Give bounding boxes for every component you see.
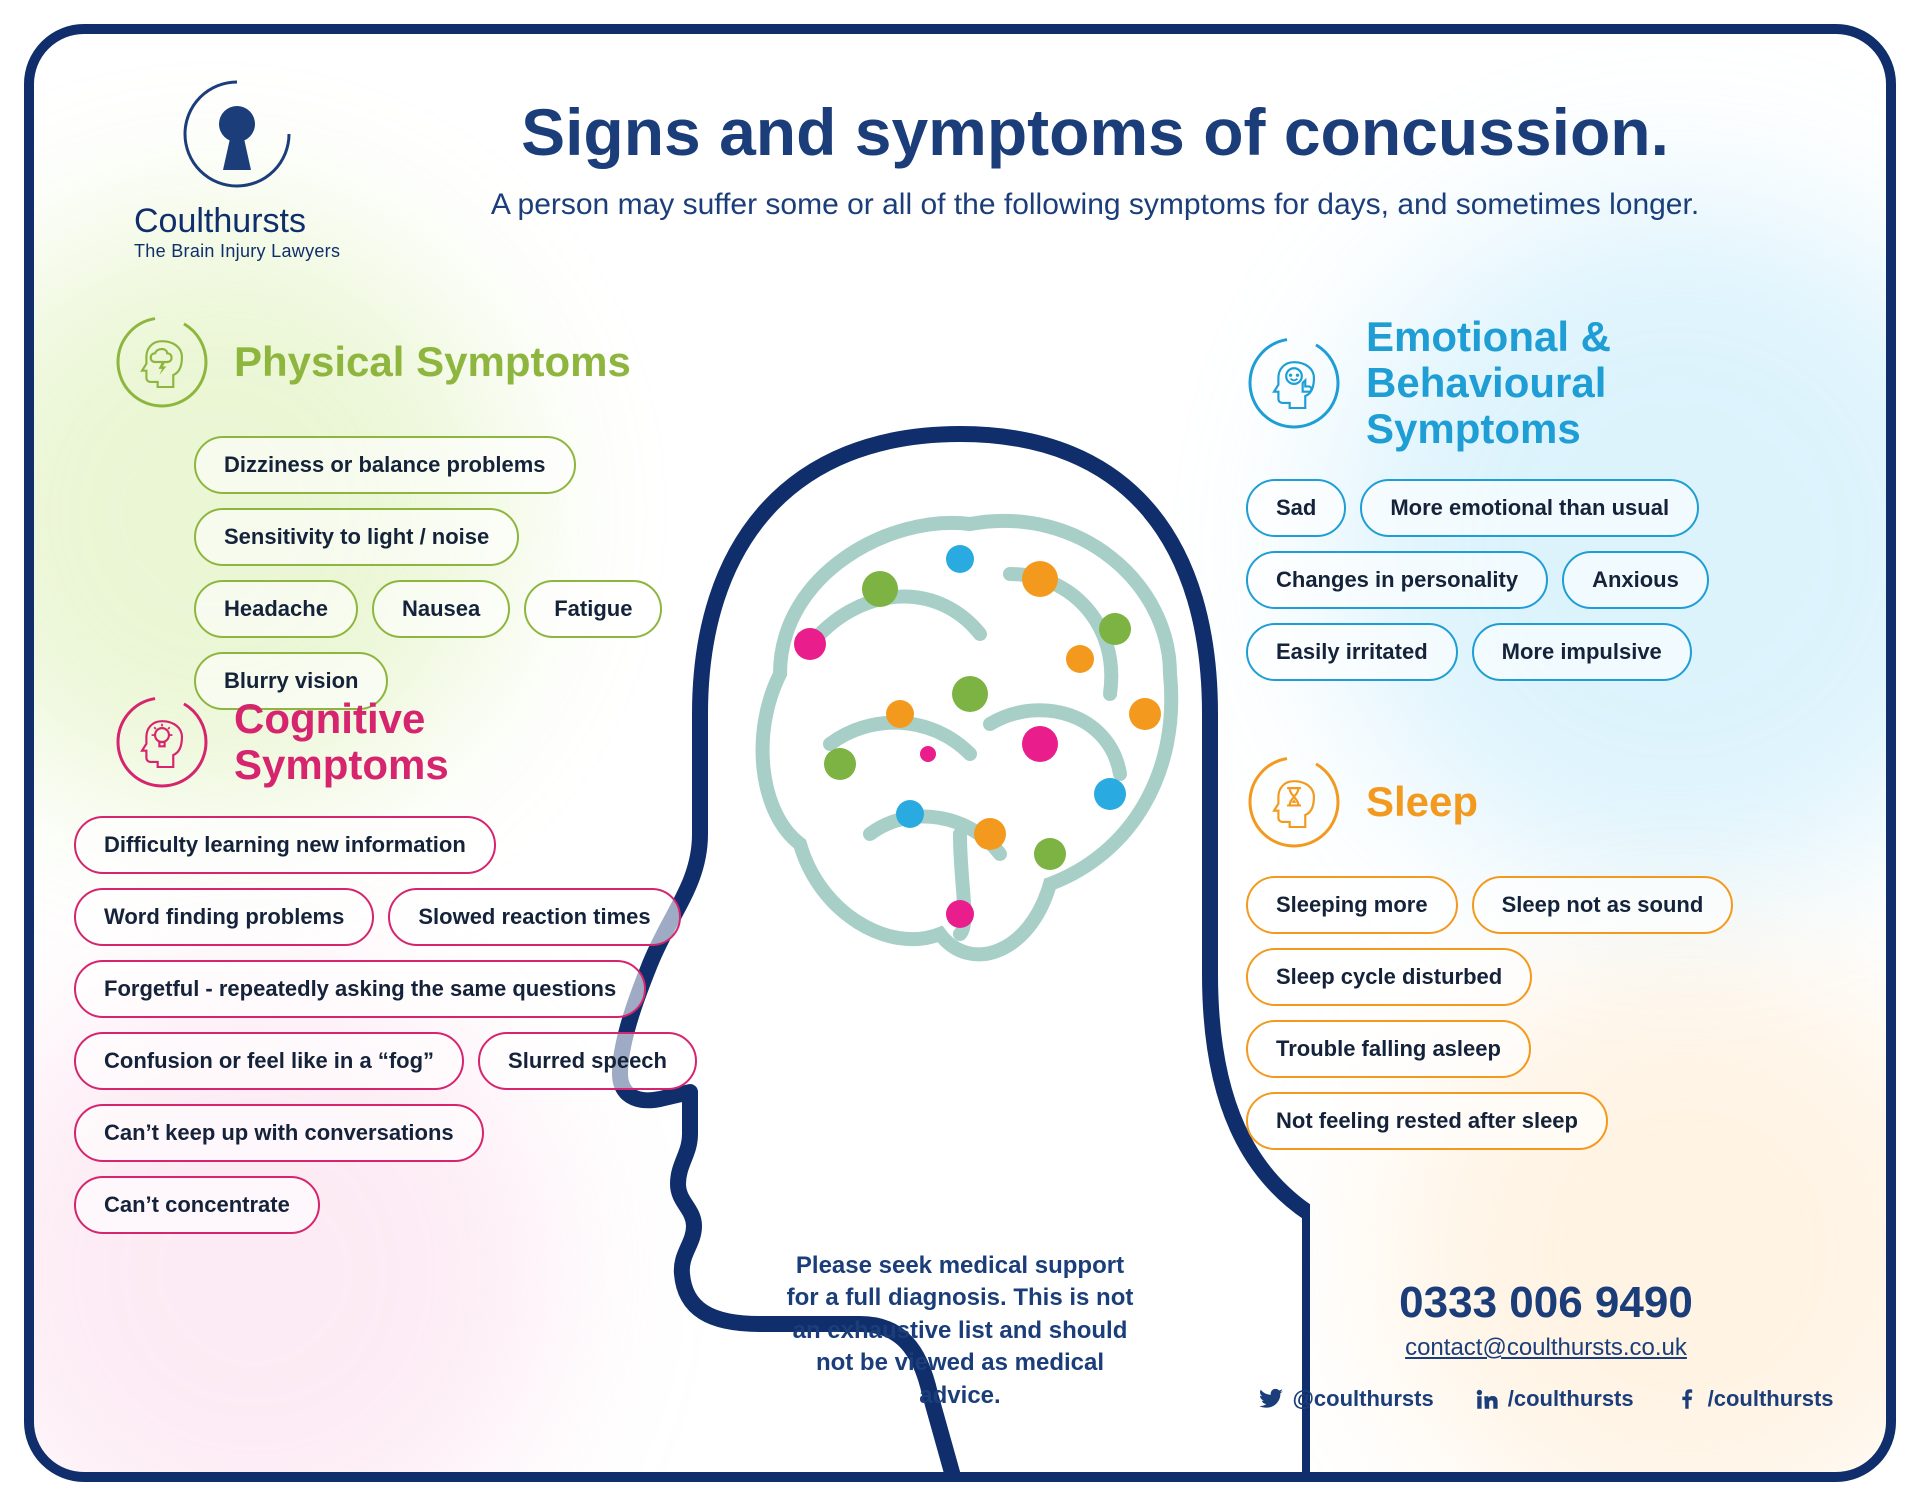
email-link[interactable]: contact@coulthursts.co.uk: [1405, 1334, 1687, 1362]
symptom-pill: Sleep cycle disturbed: [1246, 948, 1532, 1006]
section-cognitive: CognitiveSymptoms Difficulty learning ne…: [74, 694, 714, 1234]
twitter-icon: [1258, 1386, 1284, 1412]
symptom-pill: Not feeling rested after sleep: [1246, 1092, 1608, 1150]
social-links: @coulthursts /coulthursts /coulthursts: [1296, 1386, 1796, 1412]
section-title: Emotional & Behavioural Symptoms: [1366, 314, 1806, 453]
symptom-pill: Sleep not as sound: [1472, 876, 1734, 934]
symptom-pill: Forgetful - repeatedly asking the same q…: [74, 960, 646, 1018]
logo-tagline: The Brain Injury Lawyers: [134, 241, 340, 262]
symptom-pill: Sensitivity to light / noise: [194, 508, 519, 566]
linkedin-icon: [1474, 1386, 1500, 1412]
cognitive-pill-list: Difficulty learning new information Word …: [74, 816, 714, 1234]
header: Signs and symptoms of concussion. A pers…: [364, 94, 1826, 222]
symptom-pill: Headache: [194, 580, 358, 638]
symptom-pill: Slurred speech: [478, 1032, 697, 1090]
facebook-icon: [1674, 1386, 1700, 1412]
symptom-pill: Confusion or feel like in a “fog”: [74, 1032, 464, 1090]
hourglass-head-icon: [1246, 754, 1342, 850]
section-title: Sleep: [1366, 779, 1478, 825]
sleep-pill-list: Sleeping moreSleep not as sound Sleep cyc…: [1246, 876, 1806, 1150]
section-physical: Physical Symptoms Dizziness or balance p…: [114, 314, 674, 710]
symptom-pill: Can’t concentrate: [74, 1176, 320, 1234]
symptom-pill: Dizziness or balance problems: [194, 436, 576, 494]
medical-disclaimer: Please seek medical support for a full d…: [780, 1250, 1140, 1412]
company-logo: Coulthursts The Brain Injury Lawyers: [134, 74, 340, 262]
page-title: Signs and symptoms of concussion.: [364, 94, 1826, 170]
twitter-link[interactable]: @coulthursts: [1258, 1386, 1433, 1412]
symptom-pill: Word finding problems: [74, 888, 374, 946]
symptom-pill: Slowed reaction times: [388, 888, 680, 946]
symptom-pill: Difficulty learning new information: [74, 816, 496, 874]
symptom-pill: Sad: [1246, 479, 1346, 537]
symptom-pill: More impulsive: [1472, 623, 1692, 681]
contact-block: 0333 006 9490 contact@coulthursts.co.uk …: [1296, 1278, 1796, 1412]
lightbulb-head-icon: [114, 694, 210, 790]
symptom-pill: More emotional than usual: [1360, 479, 1699, 537]
symptom-pill: Nausea: [372, 580, 510, 638]
section-title: CognitiveSymptoms: [234, 696, 449, 788]
physical-pill-list: Dizziness or balance problems Sensitivity…: [114, 436, 674, 710]
section-title: Physical Symptoms: [234, 339, 631, 385]
face-thumb-head-icon: [1246, 335, 1342, 431]
facebook-link[interactable]: /coulthursts: [1674, 1386, 1834, 1412]
logo-name: Coulthursts: [134, 202, 340, 241]
twitter-handle: @coulthursts: [1292, 1386, 1433, 1412]
page-subtitle: A person may suffer some or all of the f…: [364, 188, 1826, 222]
section-sleep: Sleep Sleeping moreSleep not as soundSle…: [1246, 754, 1806, 1150]
symptom-pill: Trouble falling asleep: [1246, 1020, 1531, 1078]
phone-number[interactable]: 0333 006 9490: [1296, 1278, 1796, 1328]
logo-mark: [177, 74, 297, 194]
emotional-pill-list: SadMore emotional than usual Changes in p…: [1246, 479, 1806, 681]
symptom-pill: Anxious: [1562, 551, 1709, 609]
facebook-handle: /coulthursts: [1708, 1386, 1834, 1412]
linkedin-link[interactable]: /coulthursts: [1474, 1386, 1634, 1412]
symptom-pill: Easily irritated: [1246, 623, 1458, 681]
symptom-pill: Can’t keep up with conversations: [74, 1104, 484, 1162]
infographic-frame: Coulthursts The Brain Injury Lawyers Sig…: [24, 24, 1896, 1482]
thunder-cloud-head-icon: [114, 314, 210, 410]
symptom-pill: Fatigue: [524, 580, 662, 638]
symptom-pill: Sleeping more: [1246, 876, 1458, 934]
symptom-pill: Changes in personality: [1246, 551, 1548, 609]
linkedin-handle: /coulthursts: [1508, 1386, 1634, 1412]
section-emotional: Emotional & Behavioural Symptoms SadMore…: [1246, 314, 1806, 681]
